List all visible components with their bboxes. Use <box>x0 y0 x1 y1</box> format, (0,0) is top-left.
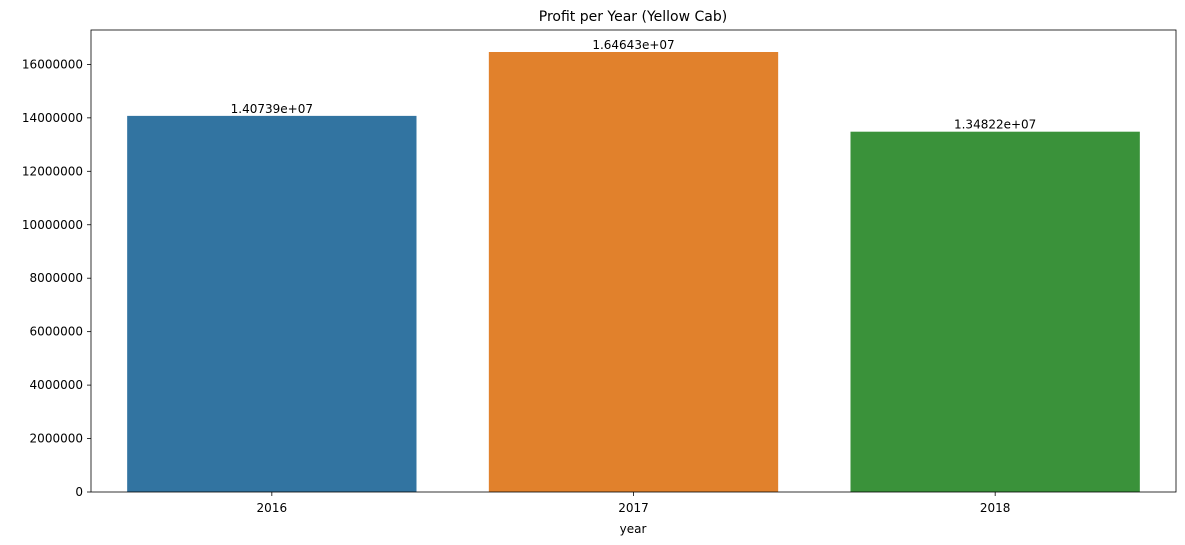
y-tick-label-16000000: 16000000 <box>22 57 83 71</box>
x-axis: 2016 2017 2018 <box>257 492 1011 515</box>
x-tick-label-2016: 2016 <box>257 501 288 515</box>
plot-frame <box>90 29 1177 493</box>
x-tick-label-2017: 2017 <box>618 501 649 515</box>
y-tick-label-8000000: 8000000 <box>30 271 83 285</box>
data-label-2018: 1.34822e+07 <box>954 118 1036 132</box>
y-axis: 0 2000000 4000000 6000000 8000000 10000000 120… <box>22 57 91 499</box>
chart-title: Profit per Year (Yellow Cab) <box>539 9 727 25</box>
bar-2018 <box>850 131 1140 493</box>
x-axis-label: year <box>620 522 647 536</box>
y-tick-label-4000000: 4000000 <box>30 378 83 392</box>
data-label-2016: 1.40739e+07 <box>231 102 313 116</box>
x-tick-label-2018: 2018 <box>980 501 1011 515</box>
y-tick-label-10000000: 10000000 <box>22 218 83 232</box>
y-tick-label-0: 0 <box>75 485 83 499</box>
data-label-2017: 1.64643e+07 <box>592 38 674 52</box>
bar-2016 <box>127 115 417 492</box>
bar-2017 <box>488 51 779 492</box>
bars-group <box>127 51 1140 493</box>
y-tick-label-2000000: 2000000 <box>30 432 83 446</box>
data-labels-group: 1.40739e+07 1.64643e+07 1.34822e+07 <box>231 38 1037 132</box>
y-tick-label-14000000: 14000000 <box>22 111 83 125</box>
y-tick-label-6000000: 6000000 <box>30 325 83 339</box>
y-tick-label-12000000: 12000000 <box>22 164 83 178</box>
